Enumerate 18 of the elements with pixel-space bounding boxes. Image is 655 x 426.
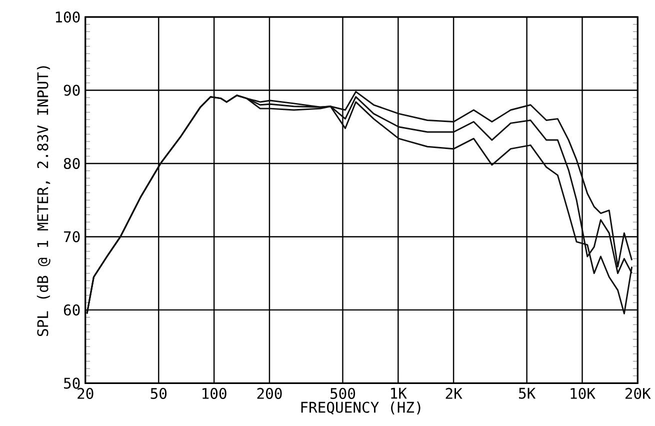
y-tick-label: 50 [64, 378, 80, 389]
x-tick-label: 2K [446, 388, 462, 400]
y-axis-title: SPL (dB @ 1 METER, 2.83V INPUT) [36, 66, 50, 336]
x-tick-label: 200 [257, 388, 282, 400]
x-tick-label: 5K [519, 388, 536, 400]
y-tick-label: 90 [64, 84, 80, 96]
x-tick-label: 100 [202, 388, 226, 400]
x-tick-label: 50 [150, 388, 167, 400]
x-tick-label: 10K [570, 388, 596, 400]
y-tick-label: 70 [64, 231, 80, 242]
y-tick-label: 80 [64, 158, 80, 170]
x-tick-label: 20K [625, 388, 651, 400]
y-tick-label: 60 [64, 304, 80, 316]
x-axis-title: FREQUENCY (HZ) [301, 402, 420, 415]
y-tick-label: 100 [56, 12, 80, 23]
x-tick-label: 500 [330, 388, 356, 400]
x-tick-label: 1K [391, 388, 407, 399]
x-tick-label: 20 [78, 388, 94, 400]
